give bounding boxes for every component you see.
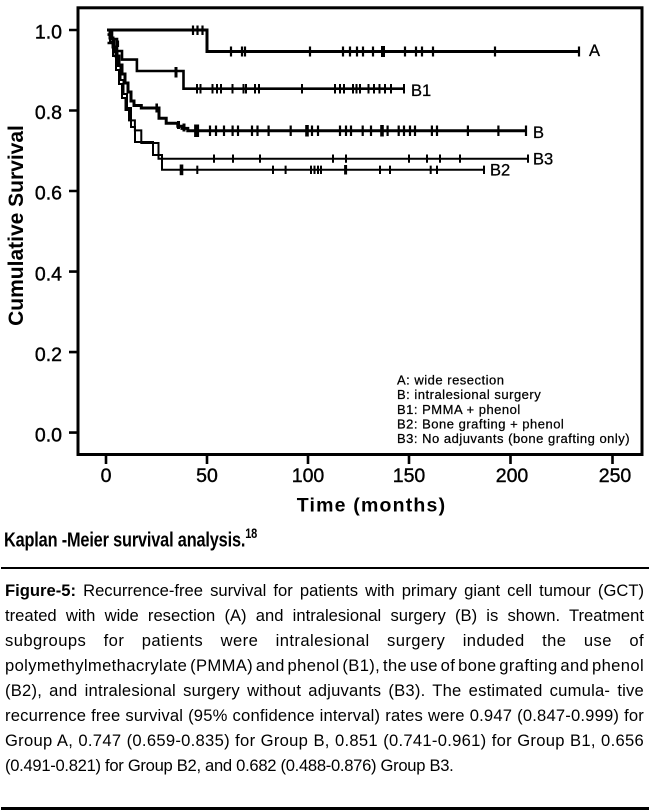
svg-text:Cumulative Survival: Cumulative Survival bbox=[5, 125, 28, 326]
svg-text:A: A bbox=[589, 42, 600, 60]
svg-text:0: 0 bbox=[101, 465, 112, 487]
svg-text:0.4: 0.4 bbox=[35, 263, 62, 285]
svg-text:100: 100 bbox=[292, 465, 325, 487]
svg-text:B2: Bone grafting + phenol: B2: Bone grafting + phenol bbox=[397, 417, 564, 432]
svg-text:A: wide resection: A: wide resection bbox=[397, 372, 505, 387]
svg-text:200: 200 bbox=[496, 465, 529, 487]
svg-text:B1: B1 bbox=[411, 82, 431, 100]
svg-text:150: 150 bbox=[393, 465, 426, 487]
svg-text:B1: PMMA + phenol: B1: PMMA + phenol bbox=[397, 402, 521, 417]
svg-text:B2: B2 bbox=[490, 161, 510, 179]
svg-text:0.2: 0.2 bbox=[35, 344, 62, 366]
svg-text:0.0: 0.0 bbox=[35, 424, 62, 446]
svg-text:0.6: 0.6 bbox=[35, 183, 62, 205]
svg-text:B3: No adjuvants (bone graftin: B3: No adjuvants (bone grafting only) bbox=[397, 431, 630, 446]
svg-text:1.0: 1.0 bbox=[35, 22, 62, 44]
svg-text:50: 50 bbox=[196, 465, 218, 487]
svg-text:B: B bbox=[533, 124, 544, 142]
svg-text:Time (months): Time (months) bbox=[297, 495, 447, 517]
svg-text:B3: B3 bbox=[533, 151, 553, 169]
svg-text:0.8: 0.8 bbox=[35, 102, 62, 124]
svg-text:B: intralesional surgery: B: intralesional surgery bbox=[397, 387, 541, 402]
svg-text:250: 250 bbox=[599, 465, 632, 487]
